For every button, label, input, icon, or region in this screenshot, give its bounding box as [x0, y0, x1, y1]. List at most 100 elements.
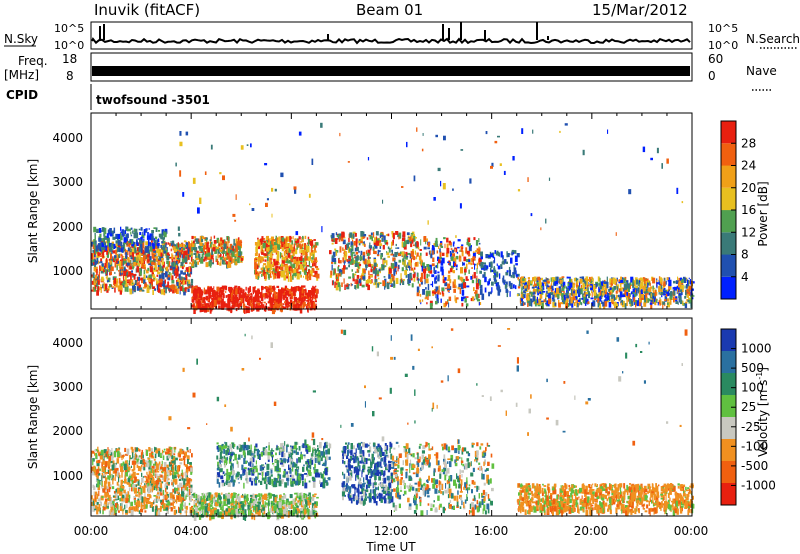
rti-cell	[110, 468, 113, 471]
rti-cell	[232, 213, 236, 217]
rti-cell	[172, 474, 174, 479]
rti-cell	[291, 240, 294, 245]
rti-cell	[410, 267, 414, 271]
velocity-panel: Slant Range [km] 4000 3000 2000 1000	[26, 317, 695, 521]
rti-cell	[305, 274, 307, 280]
rti-cell	[585, 295, 587, 300]
rti-cell	[564, 123, 568, 126]
rti-cell	[172, 481, 174, 487]
rti-cell	[566, 276, 569, 279]
rti-cell	[173, 243, 175, 249]
rti-cell	[271, 303, 275, 308]
rti-cell	[629, 293, 631, 297]
rti-cell	[315, 285, 317, 288]
rti-cell	[257, 265, 259, 270]
rti-cell	[237, 303, 240, 309]
power-colorbar-tick-label: 12	[741, 225, 756, 239]
rti-cell	[201, 236, 204, 242]
rti-cell	[106, 246, 109, 251]
rti-cell	[180, 265, 183, 268]
rti-cell	[296, 271, 300, 274]
rti-cell	[454, 262, 457, 267]
rti-cell	[273, 305, 276, 311]
rti-cell	[556, 276, 559, 282]
rti-cell	[389, 278, 393, 284]
rti-cell	[181, 276, 183, 281]
rti-cell	[111, 501, 115, 505]
rti-cell	[141, 234, 145, 239]
rti-cell	[501, 267, 503, 269]
rti-cell	[312, 275, 315, 277]
rti-cell	[182, 251, 184, 254]
rti-cell	[243, 303, 246, 309]
rti-cell	[526, 293, 530, 295]
rti-cell	[147, 478, 151, 481]
rti-cell	[413, 175, 416, 182]
rti-cell	[161, 268, 164, 271]
rti-cell	[198, 292, 202, 298]
rti-cell	[606, 295, 609, 300]
rti-cell	[296, 242, 298, 248]
rti-cell	[288, 248, 291, 253]
rti-cell	[238, 292, 242, 298]
frequency-label-bottom: [MHz]	[4, 68, 39, 82]
rti-cell	[254, 269, 256, 274]
rti-cell	[685, 284, 689, 289]
rti-cell	[226, 257, 228, 260]
rti-cell	[193, 252, 197, 255]
rti-cell	[546, 295, 549, 297]
rti-cell	[166, 252, 168, 257]
rti-cell	[359, 282, 362, 286]
rti-cell	[575, 277, 577, 282]
rti-cell	[246, 295, 248, 299]
rti-cell	[311, 257, 314, 260]
rti-cell	[356, 275, 360, 279]
rti-cell	[256, 293, 260, 297]
rti-cell	[334, 238, 338, 244]
rti-cell	[231, 251, 235, 258]
rti-cell	[354, 232, 357, 237]
rti-cell	[181, 248, 183, 251]
rti-cell	[440, 245, 444, 248]
rti-cell	[581, 276, 585, 281]
rti-cell	[537, 286, 540, 290]
rti-cell	[408, 279, 411, 284]
rti-cell	[140, 460, 143, 464]
rti-cell	[310, 247, 313, 253]
rti-cell	[110, 271, 112, 275]
rti-cell	[491, 287, 493, 293]
rti-cell	[232, 294, 235, 297]
rti-cell	[583, 284, 586, 290]
rti-cell	[187, 482, 191, 485]
power-colorbar-tick-label: 24	[741, 159, 756, 173]
rti-cell	[114, 272, 116, 274]
rti-cell	[534, 300, 537, 307]
rti-cell	[252, 296, 255, 303]
rti-cell	[97, 485, 101, 491]
rti-cell	[346, 283, 349, 285]
rti-cell	[141, 289, 145, 292]
rti-cell	[392, 232, 395, 240]
rti-cell	[140, 247, 143, 254]
rti-cell	[264, 292, 268, 295]
rti-cell	[132, 285, 136, 291]
rti-cell	[376, 274, 380, 276]
rti-cell	[260, 238, 264, 243]
rti-cell	[124, 276, 127, 282]
rti-cell	[680, 290, 683, 296]
rti-cell	[310, 239, 312, 241]
rti-cell	[126, 286, 129, 292]
rti-cell	[104, 245, 108, 248]
rti-cell	[344, 284, 346, 290]
rti-cell	[371, 237, 373, 242]
rti-cell	[279, 245, 282, 249]
rti-cell	[479, 270, 482, 274]
rti-cell	[368, 270, 370, 276]
rti-cell	[191, 296, 195, 303]
rti-cell	[545, 218, 547, 224]
rti-cell	[157, 244, 160, 249]
rti-cell	[441, 257, 445, 264]
rti-cell	[175, 256, 178, 260]
rti-cell	[130, 248, 133, 253]
rti-cell	[202, 258, 206, 262]
